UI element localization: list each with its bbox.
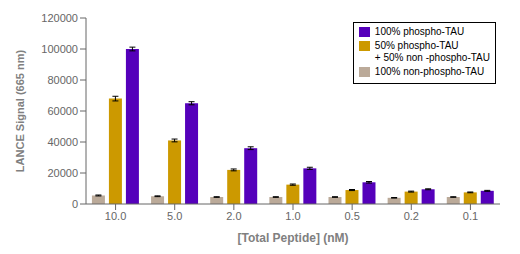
svg-text:120000: 120000 (41, 12, 78, 24)
svg-text:[Total Peptide] (nM): [Total Peptide] (nM) (237, 231, 348, 245)
svg-text:40000: 40000 (47, 136, 78, 148)
svg-text:5.0: 5.0 (167, 210, 182, 222)
svg-text:100000: 100000 (41, 43, 78, 55)
svg-text:80000: 80000 (47, 74, 78, 86)
html-text:50% phospho-TAU + 50% non -pho: 50% phospho-TAU + 50% non -phospho-TAU (374, 40, 490, 63)
svg-text:10.0: 10.0 (105, 210, 126, 222)
svg-text:60000: 60000 (47, 105, 78, 117)
html-text:100% phospho-TAU: 100% phospho-TAU (374, 26, 465, 37)
svg-text:LANCE Signal (665 nm): LANCE Signal (665 nm) (14, 50, 26, 173)
html-text:100% non-phospho-TAU: 100% non-phospho-TAU (374, 66, 485, 77)
svg-text:1.0: 1.0 (285, 210, 300, 222)
svg-text:20000: 20000 (47, 167, 78, 179)
svg-text:2.0: 2.0 (226, 210, 241, 222)
svg-text:0.1: 0.1 (463, 210, 478, 222)
svg-text:0.2: 0.2 (404, 210, 419, 222)
svg-text:0.5: 0.5 (344, 210, 359, 222)
svg-text:0: 0 (72, 198, 78, 210)
